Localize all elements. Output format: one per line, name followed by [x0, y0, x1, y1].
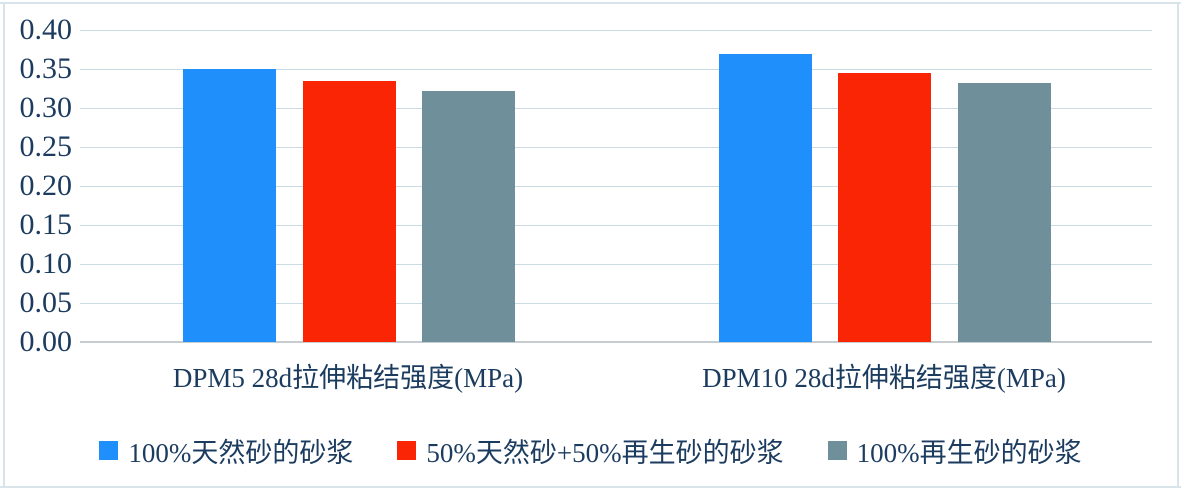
legend-item: 50%天然砂+50%再生砂的砂浆	[397, 431, 784, 470]
gridline	[80, 69, 1152, 70]
y-tick-label: 0.35	[19, 52, 73, 85]
y-tick-label: 0.05	[19, 286, 73, 319]
bar-dpm10-series3	[958, 83, 1051, 342]
legend-swatch-icon	[99, 441, 119, 460]
x-axis-baseline	[80, 341, 1152, 343]
bar-dpm10-series2	[838, 73, 931, 342]
gridline	[80, 264, 1152, 265]
gridline	[80, 147, 1152, 148]
bar-dpm10-series1	[719, 54, 812, 342]
gridline	[80, 108, 1152, 109]
category-label: DPM5 28d拉伸粘结强度(MPa)	[172, 363, 524, 393]
frame-border-left	[3, 2, 5, 488]
gridline	[80, 186, 1152, 187]
category-label: DPM10 28d拉伸粘结强度(MPa)	[702, 363, 1066, 393]
y-tick-label: 0.00	[19, 325, 73, 358]
gridline	[80, 303, 1152, 304]
legend-item: 100%天然砂的砂浆	[99, 431, 353, 470]
y-tick-label: 0.30	[19, 91, 73, 124]
legend-item: 100%再生砂的砂浆	[827, 431, 1082, 470]
y-tick-label: 0.25	[19, 130, 73, 163]
frame-border-bottom	[0, 486, 1181, 488]
legend-swatch-icon	[827, 441, 847, 460]
y-tick-label: 0.20	[19, 169, 73, 202]
legend-label: 50%天然砂+50%再生砂的砂浆	[426, 438, 784, 468]
bar-dpm5-series1	[183, 69, 276, 342]
gridline	[80, 225, 1152, 226]
legend-swatch-icon	[397, 441, 417, 460]
legend-label: 100%天然砂的砂浆	[128, 438, 354, 468]
frame-border-right	[1177, 2, 1179, 488]
y-tick-label: 0.10	[19, 247, 73, 280]
bar-dpm5-series2	[303, 81, 396, 342]
y-tick-label: 0.40	[19, 13, 73, 46]
legend: 100%天然砂的砂浆 50%天然砂+50%再生砂的砂浆 100%再生砂的砂浆	[0, 431, 1181, 470]
gridline	[80, 30, 1152, 31]
legend-label: 100%再生砂的砂浆	[856, 438, 1082, 468]
y-tick-label: 0.15	[19, 208, 73, 241]
bar-dpm5-series3	[422, 91, 515, 342]
frame-border-top	[0, 2, 1181, 4]
plot-area	[80, 30, 1152, 343]
